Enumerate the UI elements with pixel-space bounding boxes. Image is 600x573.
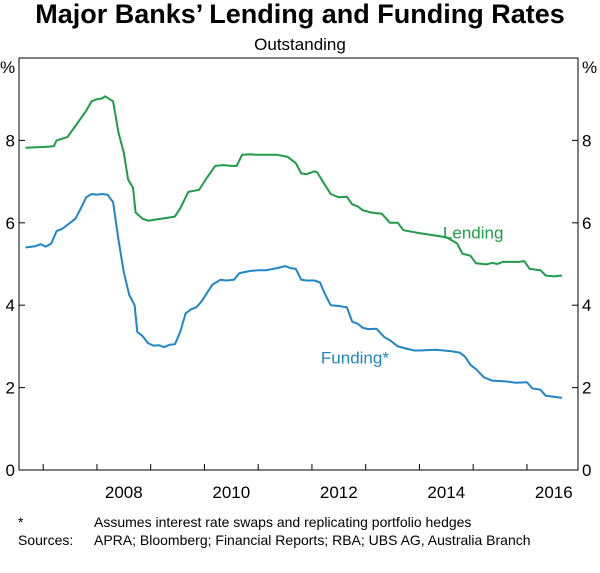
footnote-marker: * xyxy=(18,514,24,530)
chart-notes: * Assumes interest rate swaps and replic… xyxy=(18,513,588,549)
sources-text: APRA; Bloomberg; Financial Reports; RBA;… xyxy=(94,532,531,548)
footnote-text: Assumes interest rate swaps and replicat… xyxy=(94,514,472,530)
x-tick-label: 2008 xyxy=(105,483,143,502)
chart-title: Major Banks’ Lending and Funding Rates xyxy=(35,0,565,29)
x-tick-label: 2014 xyxy=(427,483,465,502)
x-tick-label: 2016 xyxy=(535,483,573,502)
sources: Sources: APRA; Bloomberg; Financial Repo… xyxy=(18,531,588,549)
series-line-lending xyxy=(25,95,563,278)
y-tick-label-left: 2 xyxy=(6,379,15,398)
y-tick-label-right: 8 xyxy=(582,131,591,150)
chart: Major Banks’ Lending and Funding Rates O… xyxy=(0,0,597,502)
y-tick-label-right: 6 xyxy=(582,214,591,233)
y-tick-label-left: 4 xyxy=(6,296,15,315)
x-tick-label: 2010 xyxy=(212,483,250,502)
x-tick-label: 2012 xyxy=(320,483,358,502)
series-label-funding: Funding* xyxy=(321,349,389,368)
sources-label: Sources: xyxy=(18,532,74,548)
series-label-lending: Lending xyxy=(443,223,504,242)
y-unit-left: % xyxy=(0,58,15,77)
y-tick-label-left: 6 xyxy=(6,214,15,233)
y-tick-label-right: 4 xyxy=(582,296,591,315)
y-tick-label-left: 0 xyxy=(6,461,15,480)
y-tick-label-right: 0 xyxy=(582,461,591,480)
series-lines xyxy=(25,95,563,399)
chart-subtitle: Outstanding xyxy=(254,35,346,54)
axis-ticks: 0 0 2 2 4 4 6 6 8 8 2008 2010 2012 2014 2016 xyxy=(6,131,592,502)
y-tick-label-left: 8 xyxy=(6,131,15,150)
plot-frame xyxy=(18,57,579,471)
y-tick-label-right: 2 xyxy=(582,379,591,398)
footnote: * Assumes interest rate swaps and replic… xyxy=(18,513,588,531)
y-unit-right: % xyxy=(582,58,597,77)
series-labels: Lending Funding* xyxy=(321,223,504,367)
series-line-funding xyxy=(25,193,563,399)
